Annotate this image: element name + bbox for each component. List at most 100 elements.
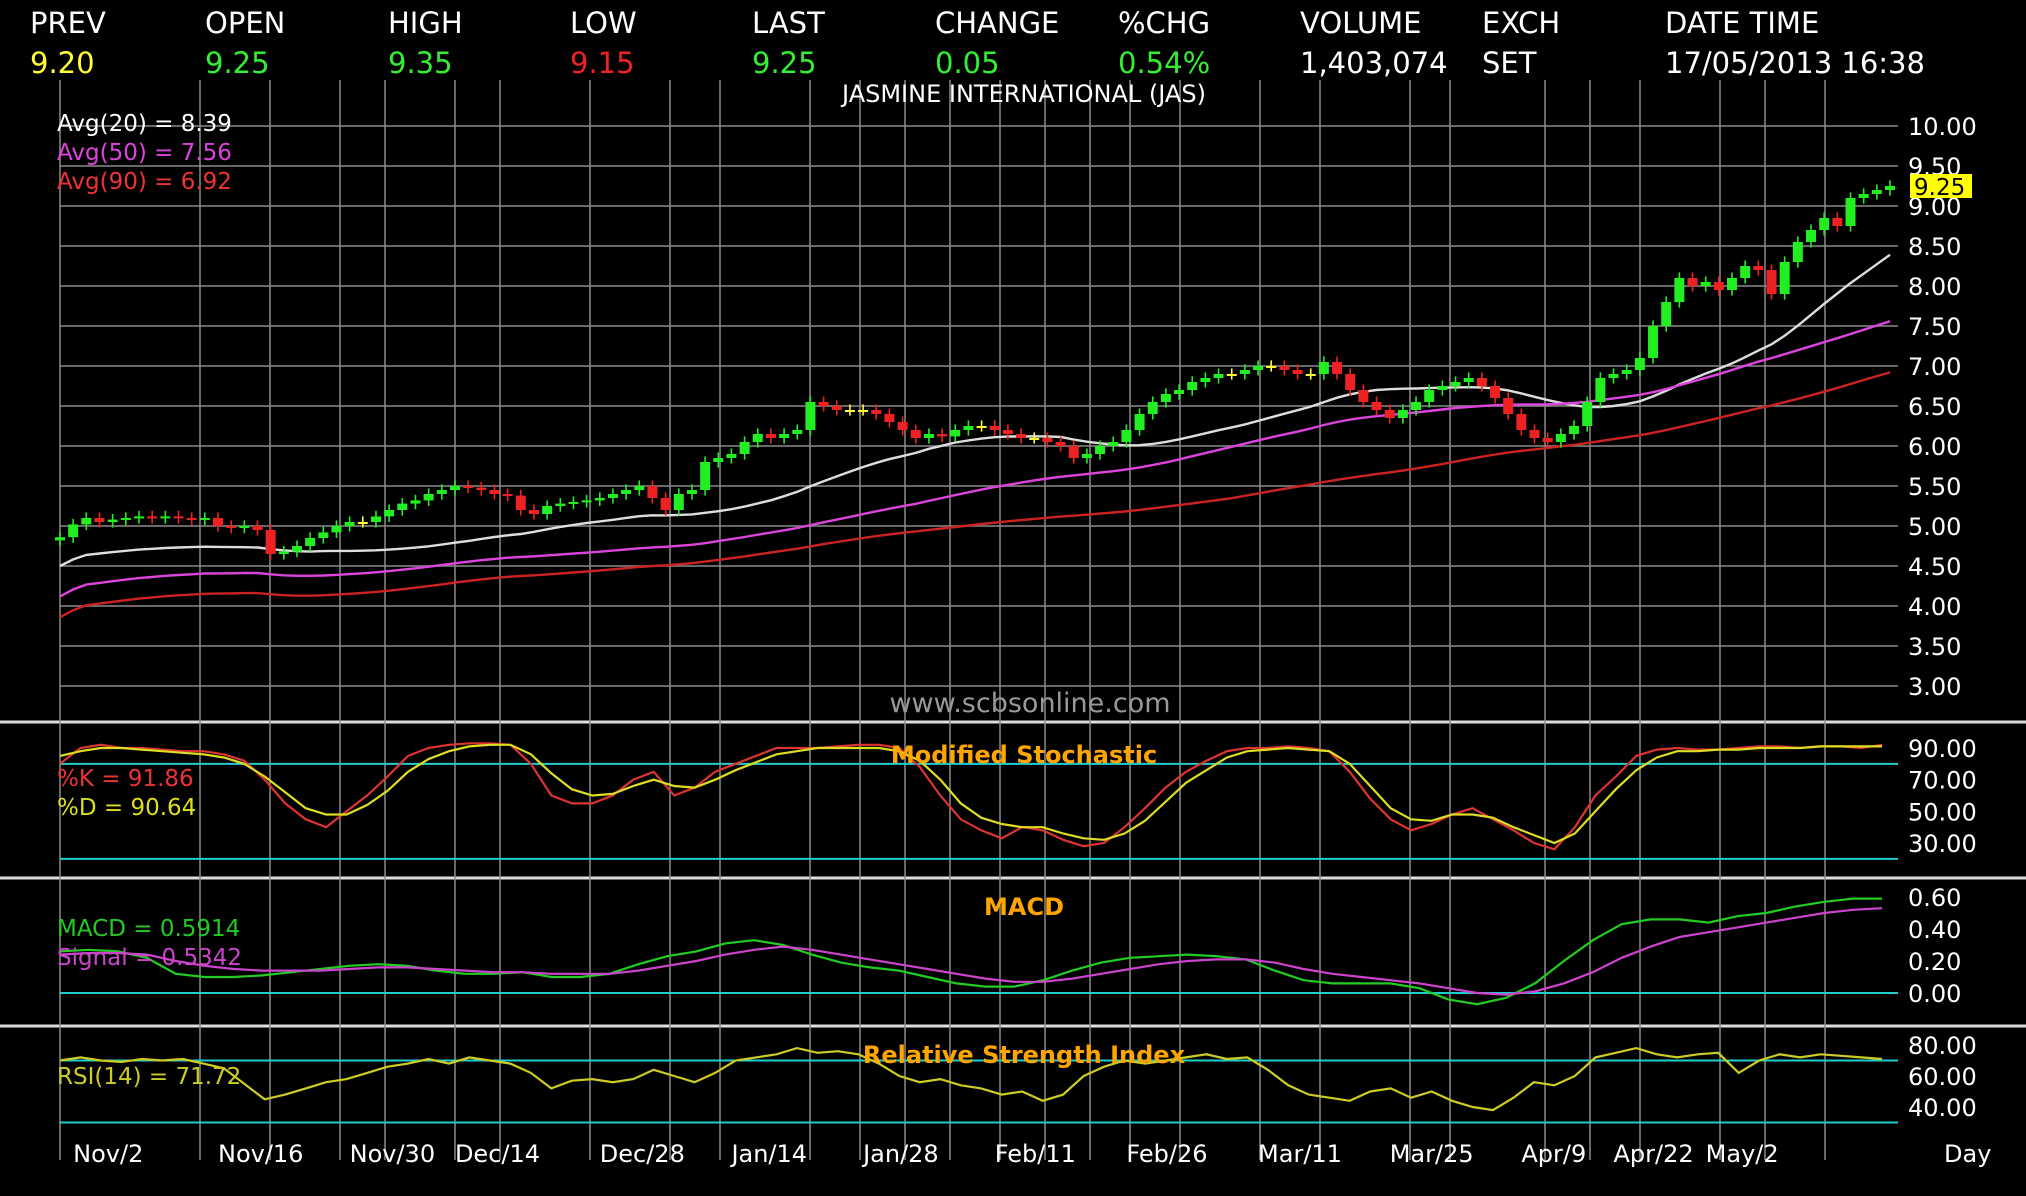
candle-body-97 [1332,362,1343,374]
candle-body-113 [1542,438,1553,442]
candle-body-131 [1779,262,1790,294]
header-value-9: 17/05/2013 16:38 [1665,46,1925,80]
price-tick-9: 7.50 [1908,313,1961,341]
candle-body-36 [528,510,539,514]
candle-body-115 [1569,426,1580,434]
main-legend-2: Avg(90) = 6.92 [57,169,232,195]
price-tick-0: 3.00 [1908,673,1961,701]
candle-body-28 [423,494,434,501]
ind-tick-2-0: 0.00 [1908,980,1961,1008]
candle-body-99 [1358,390,1369,402]
candle-body-60 [844,410,855,412]
header-value-4: 9.25 [752,46,817,80]
candle-body-92 [1266,366,1277,368]
candle-body-138 [1871,190,1882,194]
header-value-0: 9.20 [30,46,95,80]
ind-tick-3-2: 80.00 [1908,1032,1977,1060]
candle-body-136 [1845,198,1856,226]
candle-body-59 [831,406,842,410]
candle-body-108 [1476,378,1487,386]
candle-body-83 [1147,402,1158,414]
candle-body-130 [1766,270,1777,294]
candle-body-73 [1016,434,1027,438]
header-label-1: OPEN [205,6,286,40]
candle-body-58 [818,402,829,406]
last-price-label: 9.25 [1914,175,1965,201]
ind-legend-2-0: MACD = 0.5914 [57,916,240,942]
ind-line-1-0 [59,742,1883,851]
x-label-2: Nov/30 [350,1140,435,1168]
header-value-7: 1,403,074 [1300,46,1448,80]
ind-legend-3-0: RSI(14) = 71.72 [57,1064,241,1090]
header-label-6: %CHG [1118,6,1211,40]
candle-body-2 [81,518,92,525]
price-tick-11: 8.50 [1908,233,1961,261]
candle-body-17 [278,551,289,554]
candle-body-7 [147,516,158,519]
x-label-0: Nov/2 [73,1140,143,1168]
candle-body-96 [1318,362,1329,374]
ind-tick-1-0: 30.00 [1908,830,1977,858]
candle-body-101 [1384,410,1395,418]
candle-body-15 [252,526,263,530]
candle-body-32 [476,487,487,490]
candle-body-129 [1753,266,1764,270]
ind-line-2-1 [59,907,1883,996]
candle-body-128 [1740,266,1751,278]
x-label-7: Feb/11 [995,1140,1076,1168]
header-value-5: 0.05 [935,46,1000,80]
candle-body-95 [1305,374,1316,376]
candle-body-67 [937,434,948,437]
candle-body-70 [976,426,987,428]
candle-body-125 [1700,282,1711,286]
header-label-9: DATE TIME [1665,6,1820,40]
candle-body-9 [173,516,184,519]
ind-tick-3-1: 60.00 [1908,1063,1977,1091]
x-label-8: Feb/26 [1126,1140,1207,1168]
x-label-1: Nov/16 [218,1140,303,1168]
candle-body-27 [410,500,421,504]
candle-body-93 [1279,366,1290,370]
ind-title-2: MACD [984,893,1064,921]
candle-body-51 [726,454,737,458]
candle-body-24 [370,516,381,522]
candle-body-26 [397,503,408,510]
candle-body-20 [318,532,329,538]
candle-body-40 [581,500,592,503]
avg90-line [59,371,1891,619]
candle-body-19 [305,538,316,546]
candle-body-89 [1226,374,1237,376]
candle-body-10 [186,518,197,520]
candle-body-91 [1253,366,1264,370]
candle-body-3 [94,518,105,522]
candle-body-14 [239,526,250,528]
candle-body-117 [1595,378,1606,402]
candle-body-88 [1213,374,1224,378]
ind-legend-2-1: Signal = 0.5342 [57,945,242,971]
header-value-6: 0.54% [1118,46,1211,80]
ind-line-3-0 [59,1046,1883,1112]
header-label-5: CHANGE [935,6,1060,40]
header-label-3: LOW [570,6,637,40]
ind-line-2-0 [59,897,1882,1006]
candle-body-48 [686,490,697,494]
candle-body-21 [331,526,342,533]
candle-body-64 [897,422,908,430]
candle-body-139 [1885,186,1895,190]
candle-body-78 [1081,454,1092,458]
candle-body-1 [68,524,79,538]
main-chart-title: JASMINE INTERNATIONAL (JAS) [840,80,1206,108]
x-label-3: Dec/14 [455,1140,540,1168]
avg50-line [59,320,1891,598]
x-label-11: Apr/9 [1521,1140,1586,1168]
candle-body-94 [1292,370,1303,374]
candle-body-103 [1411,402,1422,410]
candle-body-102 [1397,410,1408,418]
candle-body-86 [1187,382,1198,390]
candle-body-55 [779,434,790,438]
candle-body-61 [858,410,869,412]
candle-body-42 [607,494,618,498]
price-tick-10: 8.00 [1908,273,1961,301]
ind-line-1-1 [59,743,1882,845]
candle-body-123 [1674,278,1685,302]
